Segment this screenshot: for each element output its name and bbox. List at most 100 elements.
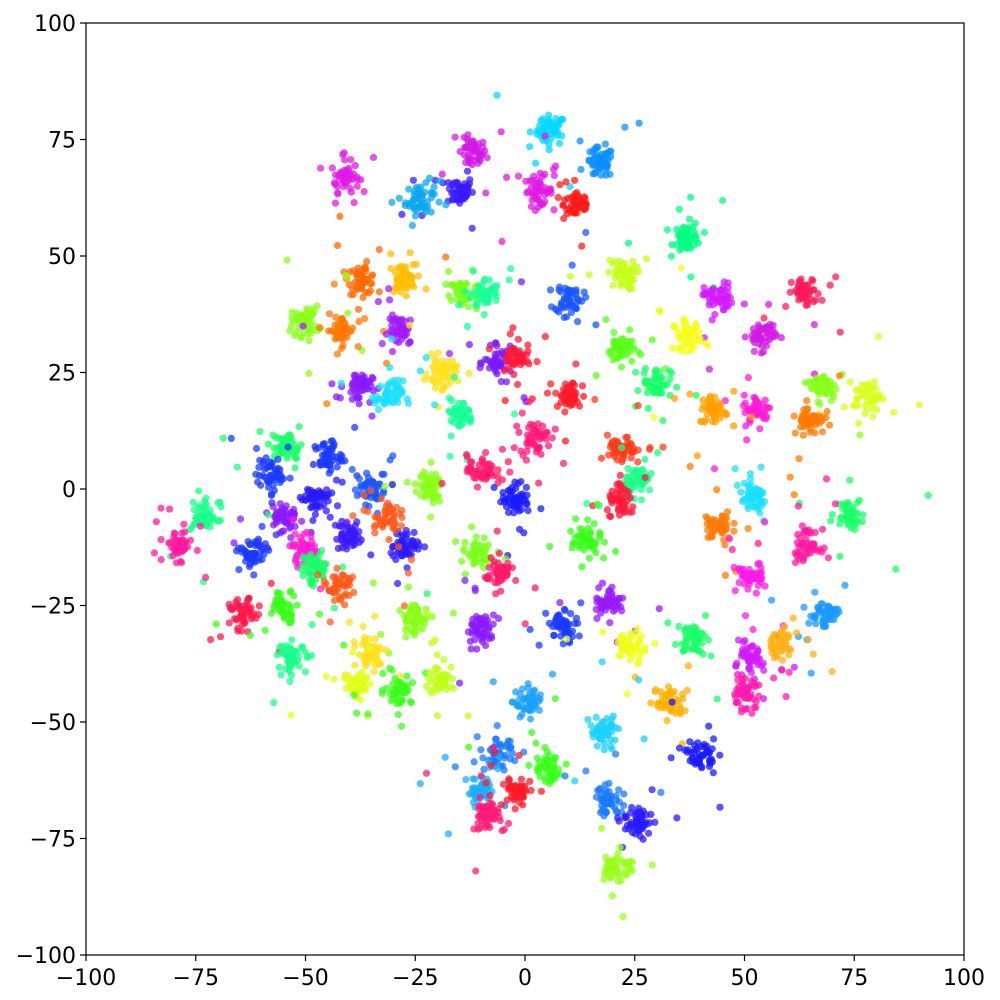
data-point (448, 281, 456, 289)
data-point (489, 678, 497, 686)
data-point (791, 429, 800, 437)
data-point (575, 632, 583, 640)
data-point (516, 354, 524, 363)
data-point (439, 366, 447, 374)
data-point (416, 780, 424, 788)
data-point (372, 490, 381, 498)
data-point (609, 712, 617, 720)
data-point (346, 184, 354, 192)
data-point (637, 485, 645, 494)
data-point (403, 395, 411, 403)
data-point (741, 612, 750, 620)
data-point (698, 417, 706, 425)
data-point (648, 336, 656, 344)
data-point (264, 511, 272, 519)
data-point (754, 654, 762, 662)
data-point (560, 313, 568, 322)
data-point (657, 688, 665, 696)
data-point (406, 249, 414, 257)
data-point (338, 315, 346, 323)
data-point (650, 413, 658, 421)
data-point (424, 674, 433, 683)
data-point (468, 224, 476, 232)
data-point (805, 619, 813, 627)
data-point (503, 796, 511, 804)
data-point (634, 458, 642, 466)
data-point (470, 147, 478, 155)
data-point (510, 354, 518, 362)
data-point (409, 620, 417, 628)
data-point (835, 372, 844, 380)
data-point (353, 182, 361, 190)
data-point (267, 579, 275, 588)
data-point (495, 549, 503, 558)
data-point (846, 476, 854, 484)
data-point (719, 196, 727, 204)
data-point (892, 565, 900, 573)
data-point (750, 406, 758, 414)
data-point (347, 156, 355, 164)
data-point (790, 491, 798, 499)
data-point (632, 368, 640, 376)
data-point (422, 682, 430, 690)
data-point (402, 263, 410, 271)
data-point (309, 516, 317, 525)
data-point (787, 646, 795, 654)
data-point (431, 401, 439, 409)
data-point (733, 481, 741, 489)
data-point (607, 721, 615, 729)
data-point (717, 517, 725, 525)
data-point (915, 401, 923, 409)
data-point (681, 625, 689, 633)
data-point (568, 302, 576, 310)
data-point (634, 402, 642, 410)
data-point (150, 549, 158, 557)
data-point (372, 521, 380, 529)
data-point (402, 199, 410, 207)
data-point (261, 626, 269, 635)
data-point (388, 666, 396, 674)
data-point (481, 462, 489, 471)
data-point (369, 271, 377, 279)
data-point (608, 589, 616, 598)
data-point (490, 483, 498, 492)
data-point (345, 680, 353, 688)
data-point (781, 623, 789, 631)
data-point (840, 403, 848, 411)
data-point (252, 614, 260, 622)
data-point (498, 476, 506, 484)
data-point (810, 321, 818, 329)
data-point (426, 174, 434, 182)
data-point (510, 410, 519, 418)
data-point (546, 286, 555, 294)
data-point (391, 324, 399, 332)
data-point (561, 437, 570, 445)
data-point (351, 162, 359, 170)
data-point (568, 289, 576, 297)
data-point (710, 465, 719, 473)
data-point (519, 492, 527, 500)
data-point (246, 550, 254, 558)
data-point (339, 342, 347, 350)
data-point (732, 662, 740, 670)
data-point (465, 369, 473, 377)
data-point (713, 695, 721, 703)
data-point (576, 137, 584, 145)
data-point (484, 356, 492, 364)
data-point (466, 158, 474, 166)
data-point (453, 410, 461, 418)
data-point (380, 470, 388, 478)
data-point (535, 186, 543, 194)
data-point (720, 278, 728, 286)
data-point (537, 450, 545, 458)
data-point (514, 172, 523, 180)
data-point (494, 765, 502, 773)
data-point (461, 570, 469, 578)
data-point (576, 532, 584, 540)
data-point (377, 495, 385, 503)
data-point (537, 505, 545, 513)
data-point (612, 341, 621, 349)
data-point (453, 362, 461, 370)
data-point (445, 394, 453, 402)
data-point (545, 442, 553, 450)
